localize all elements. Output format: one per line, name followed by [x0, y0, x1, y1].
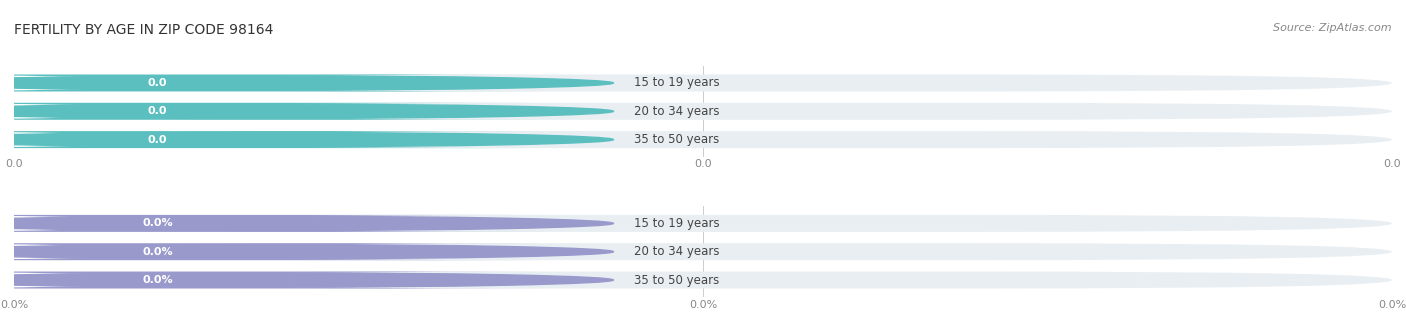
- Circle shape: [0, 132, 613, 147]
- FancyBboxPatch shape: [0, 75, 544, 91]
- Circle shape: [0, 216, 613, 231]
- Text: 0.0: 0.0: [148, 106, 167, 116]
- FancyBboxPatch shape: [0, 103, 544, 120]
- Text: Source: ZipAtlas.com: Source: ZipAtlas.com: [1274, 23, 1392, 33]
- Text: 0.0%: 0.0%: [142, 247, 173, 257]
- Text: 15 to 19 years: 15 to 19 years: [634, 77, 720, 89]
- FancyBboxPatch shape: [14, 131, 1392, 148]
- Circle shape: [0, 245, 613, 259]
- FancyBboxPatch shape: [14, 215, 1392, 232]
- Text: 0.0%: 0.0%: [142, 218, 173, 228]
- Text: 0.0: 0.0: [148, 78, 167, 88]
- Circle shape: [0, 273, 613, 287]
- Text: 15 to 19 years: 15 to 19 years: [634, 217, 720, 230]
- Text: FERTILITY BY AGE IN ZIP CODE 98164: FERTILITY BY AGE IN ZIP CODE 98164: [14, 23, 273, 37]
- FancyBboxPatch shape: [0, 131, 544, 148]
- FancyBboxPatch shape: [0, 243, 544, 260]
- Text: 20 to 34 years: 20 to 34 years: [634, 245, 720, 258]
- Circle shape: [0, 76, 613, 90]
- Text: 0.0: 0.0: [148, 135, 167, 145]
- FancyBboxPatch shape: [14, 75, 1392, 91]
- FancyBboxPatch shape: [14, 103, 1392, 120]
- Text: 35 to 50 years: 35 to 50 years: [634, 274, 720, 286]
- Text: 0.0%: 0.0%: [142, 275, 173, 285]
- FancyBboxPatch shape: [14, 272, 1392, 288]
- FancyBboxPatch shape: [0, 272, 544, 288]
- FancyBboxPatch shape: [0, 215, 544, 232]
- Text: 35 to 50 years: 35 to 50 years: [634, 133, 720, 146]
- FancyBboxPatch shape: [14, 243, 1392, 260]
- Circle shape: [0, 104, 613, 118]
- Text: 20 to 34 years: 20 to 34 years: [634, 105, 720, 118]
